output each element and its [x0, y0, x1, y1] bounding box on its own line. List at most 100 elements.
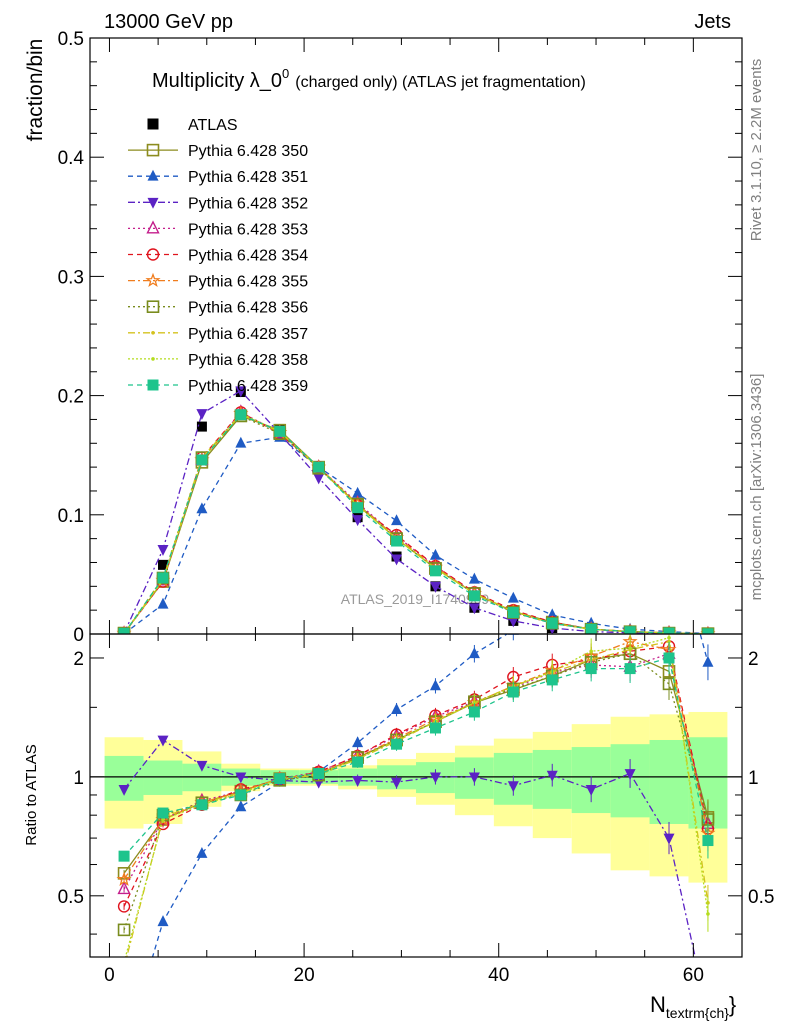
data-point	[235, 386, 247, 398]
ratio-point	[352, 756, 364, 768]
ratio-point	[391, 703, 403, 715]
data-point	[235, 409, 247, 421]
y-tick-label: 0.3	[58, 267, 84, 288]
ratio-point	[706, 912, 710, 916]
x-tick-label: 60	[683, 965, 704, 986]
data-point	[196, 502, 208, 514]
data-point	[157, 572, 169, 584]
ratio-point	[429, 772, 441, 784]
legend-label: Pythia 6.428 356	[188, 300, 308, 317]
data-point	[391, 514, 403, 526]
band-stat	[649, 739, 689, 824]
ratio-line	[151, 634, 709, 957]
rivet-label: Rivet 3.1.10, ≥ 2.2M events	[748, 59, 765, 242]
data-point	[196, 409, 208, 420]
ratio-line	[123, 739, 696, 957]
ratio-point	[235, 772, 247, 784]
ratio-point	[625, 509, 636, 520]
ratio-point	[391, 738, 403, 750]
legend-marker	[145, 272, 161, 288]
series-line	[123, 413, 708, 634]
data-point	[546, 617, 558, 629]
watermark: ATLAS_2019_I1740909	[341, 591, 490, 607]
ratio-point	[117, 900, 131, 913]
ratio-point	[468, 772, 480, 784]
ratio-point	[122, 960, 126, 964]
title-rest: (charged only) (ATLAS jet fragmentation)	[295, 74, 586, 91]
data-point	[313, 473, 325, 485]
ratio-y-tick-label: 2	[73, 649, 84, 670]
ratio-point	[585, 784, 597, 796]
data-point	[391, 535, 403, 547]
data-point	[352, 502, 364, 514]
data-point	[507, 607, 519, 619]
series-line	[123, 436, 708, 634]
x-axis-label: Ntextrm{ch}}	[650, 992, 736, 1021]
data-point	[507, 591, 519, 603]
ratio-point	[702, 655, 714, 667]
legend-label: Pythia 6.428 354	[188, 248, 308, 265]
ratio-point	[546, 674, 558, 686]
ratio-line	[123, 657, 709, 857]
ratio-point	[161, 817, 165, 822]
data-point	[624, 626, 636, 634]
ratio-point	[352, 736, 364, 748]
data-point	[235, 436, 247, 448]
data-point	[429, 581, 441, 593]
header-right: Jets	[694, 11, 731, 33]
ratio-point	[664, 512, 675, 523]
legend-label: Pythia 6.428 352	[188, 195, 308, 212]
legend: ATLAS Pythia 6.428 350 Pythia 6.428 351 Pyt…	[128, 117, 308, 395]
legend-marker	[151, 357, 155, 361]
legend-label: Pythia 6.428 359	[188, 378, 308, 395]
ratio-line	[123, 652, 709, 890]
data-point	[468, 603, 480, 615]
ratio-point	[313, 767, 325, 779]
x-tick-label: 0	[104, 965, 115, 986]
legend-marker	[146, 300, 160, 314]
series-line	[123, 389, 708, 634]
ratio-point	[196, 799, 208, 811]
data-point	[468, 572, 480, 584]
legend-marker	[151, 331, 155, 335]
ratio-point	[468, 647, 480, 659]
ratio-line	[123, 640, 709, 880]
data-point	[157, 559, 168, 570]
data-point	[157, 544, 169, 556]
ratio-series-9	[118, 641, 714, 862]
ratio-y-tick-label: 1	[73, 768, 84, 789]
chart-title: Multiplicity λ_00 (charged only) (ATLAS j…	[152, 66, 586, 92]
main-series-layer	[116, 386, 716, 634]
data-point	[507, 616, 519, 628]
header-left: 13000 GeV pp	[104, 11, 233, 33]
legend-marker	[147, 169, 159, 181]
ratio-line	[123, 645, 709, 907]
ratio-point	[429, 679, 441, 691]
ratio-point	[117, 923, 131, 937]
legend-marker	[146, 220, 160, 234]
ratio-point	[274, 773, 286, 785]
ratio-point	[196, 846, 208, 858]
ratio-point	[122, 965, 126, 969]
ratio-ylabel: Ratio to ATLAS	[23, 744, 40, 845]
ratio-point	[667, 635, 671, 640]
data-point	[196, 421, 207, 432]
ratio-point	[507, 686, 519, 698]
data-point	[429, 548, 441, 560]
legend-marker	[147, 379, 159, 391]
ratio-point	[157, 807, 169, 819]
ratio-point	[118, 784, 130, 796]
legend-marker	[147, 118, 159, 130]
data-point	[274, 425, 286, 437]
ratio-point	[507, 781, 519, 793]
ratio-point	[118, 850, 130, 862]
mcplots-label: mcplots.cern.ch [arXiv:1306.3436]	[748, 374, 765, 601]
legend-label: Pythia 6.428 358	[188, 352, 308, 369]
ratio-point	[547, 582, 558, 593]
ratio-point	[235, 800, 247, 812]
data-point	[157, 597, 169, 609]
ratio-point	[586, 541, 597, 552]
data-point	[118, 627, 130, 634]
